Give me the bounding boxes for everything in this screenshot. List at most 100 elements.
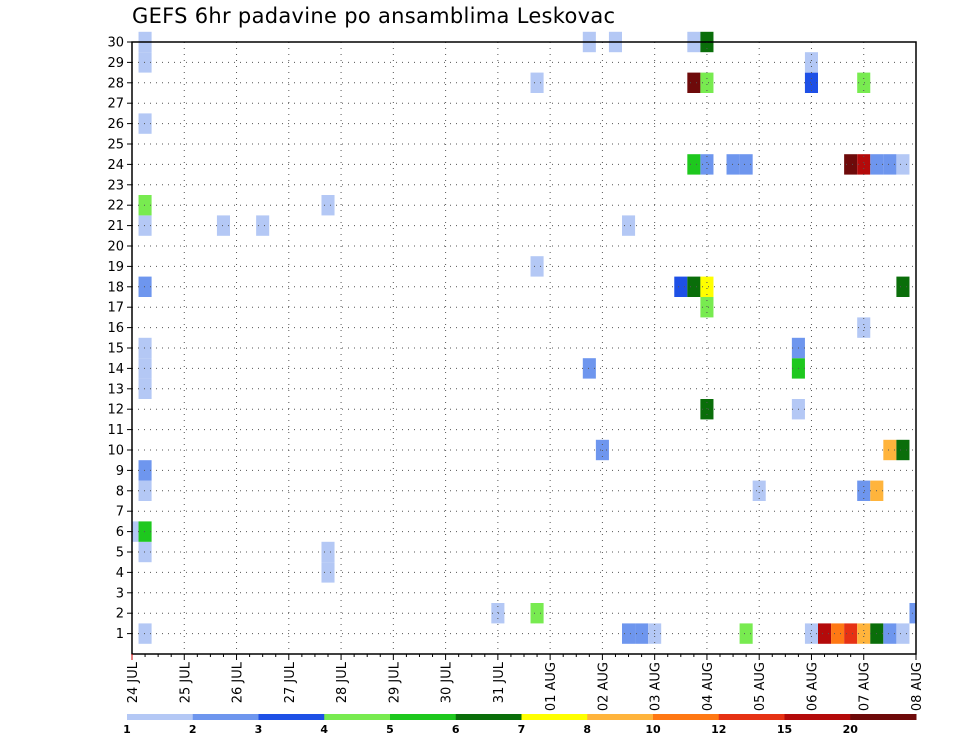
heatmap-cell bbox=[687, 154, 701, 175]
chart-title: GEFS 6hr padavine po ansamblima Leskovac bbox=[132, 4, 616, 28]
colorbar-label: 3 bbox=[255, 723, 263, 736]
x-tick-label: 29 JUL bbox=[387, 661, 402, 703]
x-tick-label: 24 JUL bbox=[126, 661, 141, 703]
x-tick-label: 27 JUL bbox=[283, 661, 298, 703]
heatmap-cell bbox=[896, 154, 910, 175]
heatmap-cell bbox=[700, 276, 714, 297]
heatmap-cell bbox=[138, 521, 152, 542]
y-tick-label: 14 bbox=[107, 362, 124, 377]
x-tick-label: 28 JUL bbox=[335, 661, 350, 703]
heatmap-cell bbox=[818, 623, 832, 644]
y-tick-label: 29 bbox=[107, 56, 124, 71]
x-tick-label: 06 AUG bbox=[806, 662, 821, 711]
heatmap-cell bbox=[582, 358, 596, 379]
x-axis: 24 JUL 25 JUL 26 JUL 27 JUL 28 JUL 29 JUL 30 J… bbox=[126, 654, 925, 711]
colorbar-swatch bbox=[192, 714, 259, 720]
colorbar-label: 20 bbox=[843, 723, 859, 736]
x-tick-label: 31 JUL bbox=[492, 661, 507, 703]
y-tick-label: 4 bbox=[116, 566, 124, 581]
colorbar-swatch bbox=[258, 714, 325, 720]
colorbar-label: 6 bbox=[452, 723, 460, 736]
heatmap-cell bbox=[896, 276, 910, 297]
colorbar-swatch bbox=[850, 714, 917, 720]
heatmap-cell bbox=[857, 623, 871, 644]
y-tick-label: 15 bbox=[107, 342, 124, 357]
y-tick-label: 6 bbox=[116, 525, 124, 540]
heatmap-cell bbox=[138, 480, 152, 501]
heatmap-cell bbox=[857, 317, 871, 338]
colorbar-swatch bbox=[653, 714, 720, 720]
heatmap-cell bbox=[622, 623, 636, 644]
heatmap-cell bbox=[138, 113, 152, 134]
gridlines bbox=[132, 41, 916, 654]
heatmap-cell bbox=[831, 623, 845, 644]
y-tick-label: 30 bbox=[107, 36, 124, 51]
y-tick-label: 23 bbox=[107, 178, 124, 193]
y-tick-label: 28 bbox=[107, 76, 124, 91]
y-tick-label: 9 bbox=[116, 464, 124, 479]
y-tick-label: 17 bbox=[107, 301, 124, 316]
heatmap-cell bbox=[687, 276, 701, 297]
colorbar-swatch bbox=[390, 714, 457, 720]
heatmap-cell bbox=[138, 623, 152, 644]
colorbar-label: 10 bbox=[645, 723, 661, 736]
y-tick-label: 27 bbox=[107, 97, 124, 112]
colorbar-swatch bbox=[521, 714, 588, 720]
colorbar-swatch bbox=[324, 714, 391, 720]
colorbar-label: 1 bbox=[123, 723, 131, 736]
y-tick-label: 1 bbox=[116, 627, 124, 642]
heatmap-cell bbox=[321, 195, 335, 216]
heatmap-cell bbox=[622, 215, 636, 236]
colorbar-label: 5 bbox=[386, 723, 394, 736]
y-tick-label: 16 bbox=[107, 321, 124, 336]
y-tick-label: 21 bbox=[107, 219, 124, 234]
heatmap-cell bbox=[138, 358, 152, 379]
x-tick-label: 03 AUG bbox=[649, 662, 664, 711]
colorbar-label: 7 bbox=[518, 723, 526, 736]
heatmap-cell bbox=[530, 72, 544, 93]
heatmap-cell bbox=[530, 603, 544, 624]
heatmap-cell bbox=[896, 439, 910, 461]
heatmap-cell bbox=[700, 72, 714, 93]
heatmap-cell bbox=[700, 297, 714, 318]
heatmap-cell bbox=[321, 541, 335, 563]
y-tick-label: 19 bbox=[107, 260, 124, 275]
x-tick-label: 04 AUG bbox=[701, 662, 716, 711]
x-tick-label: 08 AUG bbox=[910, 662, 925, 711]
y-tick-label: 12 bbox=[107, 403, 124, 418]
heatmap-cell bbox=[216, 215, 230, 236]
y-tick-label: 7 bbox=[116, 505, 124, 520]
colorbar-label: 2 bbox=[189, 723, 197, 736]
y-tick-label: 13 bbox=[107, 382, 124, 397]
y-tick-label: 3 bbox=[116, 586, 124, 601]
y-tick-label: 8 bbox=[116, 484, 124, 499]
heatmap-cell bbox=[530, 256, 544, 277]
x-tick-label: 25 JUL bbox=[178, 661, 193, 703]
y-tick-label: 26 bbox=[107, 117, 124, 132]
heatmap-cell bbox=[804, 72, 818, 93]
colorbar-swatch bbox=[127, 714, 194, 720]
x-tick-label: 01 AUG bbox=[544, 662, 559, 711]
x-tick-label: 02 AUG bbox=[596, 662, 611, 711]
heatmap-cell bbox=[700, 154, 714, 175]
y-tick-label: 20 bbox=[107, 240, 124, 255]
heatmap-cell bbox=[132, 521, 139, 542]
colorbar-swatch bbox=[587, 714, 654, 720]
y-tick-label: 24 bbox=[107, 158, 124, 173]
y-axis: 1234567891011121314151617181920212223242… bbox=[107, 36, 132, 642]
x-tick-label: 30 JUL bbox=[440, 661, 455, 703]
y-tick-label: 2 bbox=[116, 607, 124, 622]
heatmap-cell bbox=[739, 623, 753, 644]
heatmap-cell bbox=[844, 623, 858, 644]
colorbar-label: 4 bbox=[320, 723, 328, 736]
colorbar-label: 15 bbox=[777, 723, 792, 736]
colorbar-label: 8 bbox=[583, 723, 591, 736]
y-tick-label: 22 bbox=[107, 199, 124, 214]
heatmap-cell bbox=[726, 154, 740, 175]
colorbar-swatch bbox=[455, 714, 522, 720]
heatmap-cell bbox=[896, 623, 910, 644]
heatmap-cell bbox=[857, 154, 871, 175]
heatmap-cell bbox=[883, 439, 897, 461]
heatmap-cell bbox=[138, 541, 152, 563]
